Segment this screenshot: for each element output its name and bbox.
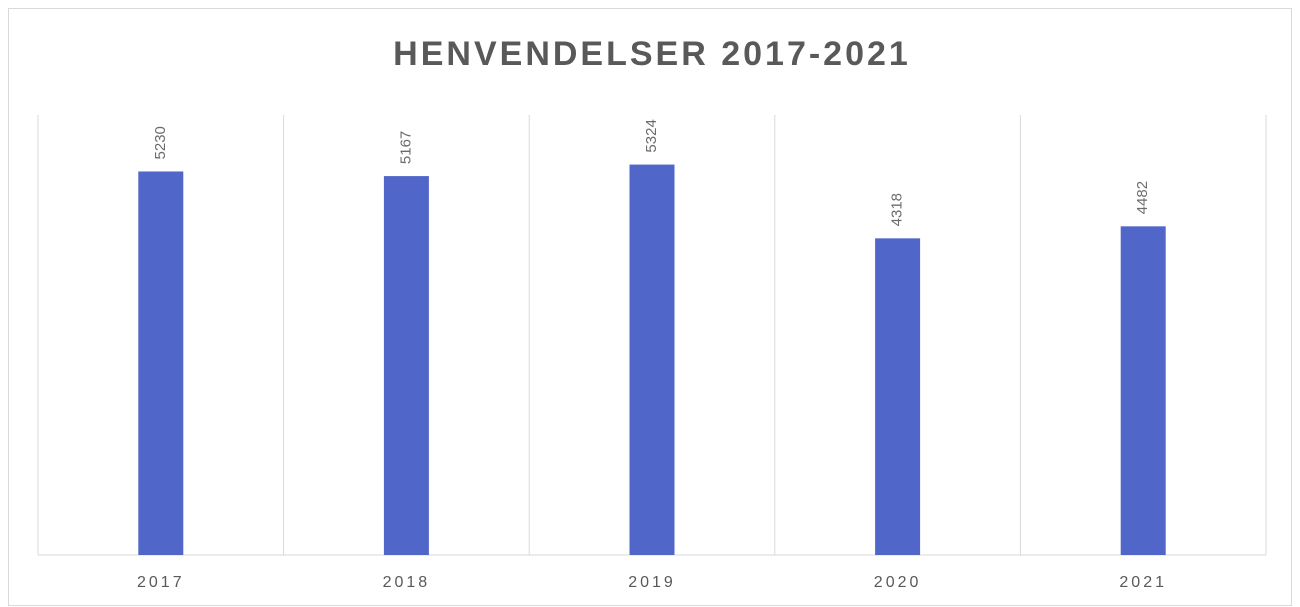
x-tick-label: 2018 xyxy=(383,574,431,591)
data-label: 4482 xyxy=(1134,181,1151,214)
data-label: 5230 xyxy=(152,126,169,159)
x-tick-label: 2019 xyxy=(628,574,676,591)
x-tick-label: 2017 xyxy=(137,574,185,591)
data-label: 5167 xyxy=(397,131,414,164)
bar xyxy=(875,238,921,555)
data-label: 5324 xyxy=(643,119,660,152)
bar xyxy=(383,176,429,555)
bar xyxy=(1120,226,1166,555)
chart-title: HENVENDELSER 2017-2021 xyxy=(393,35,911,73)
x-tick-label: 2021 xyxy=(1119,574,1167,591)
bar xyxy=(138,171,184,555)
data-label: 4318 xyxy=(889,193,906,226)
x-tick-label: 2020 xyxy=(874,574,922,591)
bar xyxy=(629,164,675,555)
